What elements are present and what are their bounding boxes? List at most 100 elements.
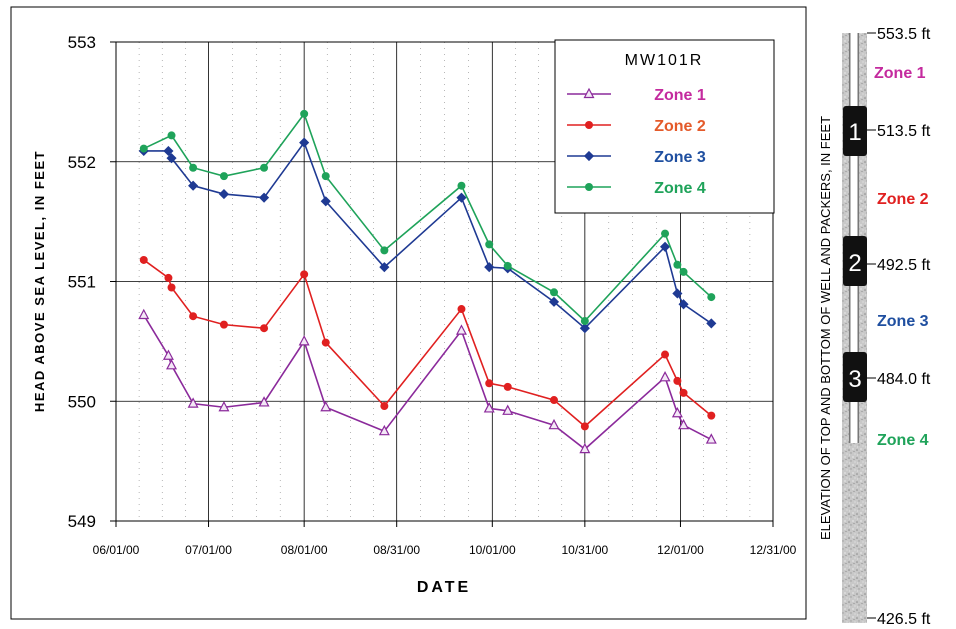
data-point <box>166 359 178 370</box>
legend: MW101R Zone 1 Zone 2 Zone 3 Zone 4 <box>554 39 775 214</box>
data-point <box>139 255 148 264</box>
data-point <box>550 288 558 297</box>
x-tick-label: 10/31/00 <box>561 543 608 557</box>
data-point <box>380 246 389 255</box>
data-point <box>139 144 148 153</box>
data-point <box>673 260 682 269</box>
x-tick-label: 08/01/00 <box>281 543 328 557</box>
y-axis-title: HEAD ABOVE SEA LEVEL, IN FEET <box>32 150 47 412</box>
legend-item: Zone 1 <box>567 87 706 104</box>
data-point <box>187 397 199 408</box>
data-point <box>503 382 512 391</box>
data-point <box>456 192 467 203</box>
data-point <box>298 335 310 346</box>
data-point <box>189 312 198 321</box>
data-point <box>379 262 390 273</box>
legend-marker <box>583 150 595 162</box>
legend-marker <box>585 121 593 129</box>
data-point <box>457 305 466 314</box>
well-zone-3-label: Zone 3 <box>877 313 929 330</box>
x-tick-label: 12/31/00 <box>750 543 797 557</box>
data-point <box>671 406 683 418</box>
data-point <box>661 229 670 238</box>
y-tick-label: 550 <box>68 392 96 411</box>
packer-2-label: 2 <box>848 250 861 277</box>
data-point <box>503 261 512 270</box>
data-point <box>219 172 228 181</box>
data-point <box>679 267 688 276</box>
series-line <box>143 140 712 330</box>
data-point <box>299 137 310 148</box>
data-point <box>485 379 494 388</box>
data-point <box>485 240 494 249</box>
elevation-label-top: 553.5 ft <box>877 26 931 43</box>
data-point <box>188 180 199 191</box>
data-point <box>380 402 389 411</box>
series-line <box>143 314 712 451</box>
x-tick-label: 10/01/00 <box>469 543 516 557</box>
data-point <box>707 411 716 420</box>
y-tick-label: 552 <box>68 153 96 172</box>
elevation-label-484: 484.0 ft <box>877 371 931 388</box>
packer-1 <box>843 106 867 156</box>
data-point <box>580 317 589 326</box>
data-point <box>300 109 309 118</box>
data-point <box>579 442 591 454</box>
data-point <box>218 189 230 200</box>
data-point <box>219 320 228 329</box>
data-point <box>672 288 683 299</box>
data-point <box>548 296 560 307</box>
data-point <box>579 323 590 334</box>
y-tick-label: 549 <box>68 512 96 531</box>
legend-item: Zone 3 <box>567 149 706 166</box>
data-point <box>483 402 495 413</box>
data-point <box>321 172 330 181</box>
series-zone-1 <box>138 308 717 454</box>
data-point <box>678 418 690 430</box>
y-tick-label: 553 <box>68 33 96 52</box>
data-point <box>300 270 309 279</box>
elevation-label-492: 492.5 ft <box>877 257 931 274</box>
legend-marker <box>585 183 593 191</box>
data-point <box>484 262 495 273</box>
data-point <box>502 404 514 415</box>
series-line <box>143 259 712 428</box>
legend-item: Zone 2 <box>567 118 706 135</box>
data-point <box>678 299 689 310</box>
data-point <box>457 181 466 190</box>
data-point <box>164 273 173 282</box>
y-axis: 549 550 551 552 553 <box>68 33 116 531</box>
data-point <box>258 396 270 407</box>
packer-3-label: 3 <box>848 366 861 393</box>
data-point <box>189 163 198 172</box>
well-diagram: ELEVATION OF TOP AND BOTTOM OF WELL AND … <box>818 26 931 628</box>
legend-marker <box>583 87 595 99</box>
data-point <box>378 424 390 436</box>
data-point <box>580 422 589 431</box>
data-point <box>258 192 270 203</box>
x-tick-label: 12/01/00 <box>657 543 704 557</box>
data-point <box>673 376 682 385</box>
legend-item: Zone 4 <box>567 180 706 197</box>
data-point <box>455 324 467 335</box>
series-zone-4 <box>139 109 716 326</box>
well-zone-1-label: Zone 1 <box>874 65 926 82</box>
well-zone-4-label: Zone 4 <box>877 432 929 449</box>
data-point <box>163 145 174 157</box>
legend-label: Zone 3 <box>654 149 706 166</box>
y-tick-label: 551 <box>68 273 96 292</box>
well-diagram-title: ELEVATION OF TOP AND BOTTOM OF WELL AND … <box>818 116 833 540</box>
data-point <box>320 400 332 412</box>
data-point <box>260 324 269 333</box>
elevation-label-513: 513.5 ft <box>877 123 931 140</box>
x-axis-title: DATE <box>417 579 471 596</box>
data-point <box>705 433 717 444</box>
data-point <box>321 338 330 347</box>
data-point <box>320 196 331 207</box>
data-point <box>162 349 174 360</box>
data-point <box>659 371 671 382</box>
data-point <box>679 388 688 397</box>
data-point <box>550 396 558 405</box>
well-zone-2-label: Zone 2 <box>877 191 929 208</box>
